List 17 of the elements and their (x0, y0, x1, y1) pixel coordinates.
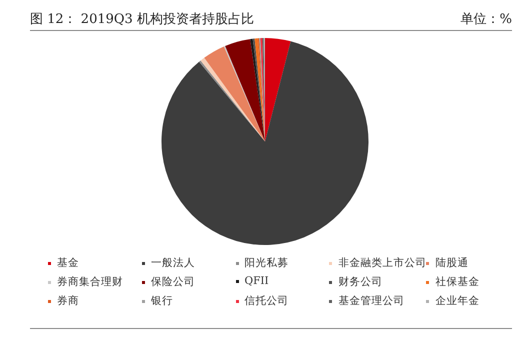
legend-label: 基金 (56, 256, 80, 270)
legend-label: 陆股通 (434, 256, 470, 270)
chart-title: 图 12： 2019Q3 机构投资者持股占比 (30, 11, 254, 28)
legend-label: 银行 (150, 294, 174, 308)
legend-label: QFII (244, 275, 270, 289)
text: 单位：% (460, 11, 512, 28)
legend-label: 基金管理公司 (337, 294, 406, 308)
legend-label: 非金融类上市公司 (337, 256, 426, 270)
legend-label: 券商 (56, 294, 80, 308)
legend-label: 企业年金 (434, 294, 480, 308)
legend-label: 社保基金 (434, 275, 480, 289)
legend-label: 保险公司 (150, 275, 196, 289)
legend-label: 财务公司 (337, 275, 384, 289)
legend-label: 券商集合理财 (56, 275, 124, 289)
legend-label: 信托公司 (244, 294, 290, 308)
legend-label: 阳光私募 (244, 256, 290, 270)
legend-label: 一般法人 (150, 256, 196, 270)
